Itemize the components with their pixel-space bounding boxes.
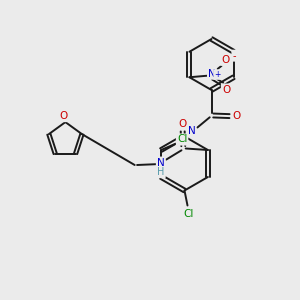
Text: N: N	[208, 69, 216, 79]
Text: O: O	[222, 85, 230, 94]
Text: Cl: Cl	[177, 134, 187, 145]
Text: O: O	[221, 55, 229, 65]
Text: O: O	[233, 111, 241, 121]
Text: H: H	[180, 119, 187, 130]
Text: N: N	[188, 125, 195, 136]
Text: H: H	[158, 167, 165, 177]
Text: -: -	[232, 51, 236, 61]
Text: Cl: Cl	[184, 208, 194, 219]
Text: O: O	[60, 111, 68, 121]
Text: +: +	[214, 70, 220, 79]
Text: O: O	[178, 118, 187, 129]
Text: N: N	[157, 158, 165, 168]
